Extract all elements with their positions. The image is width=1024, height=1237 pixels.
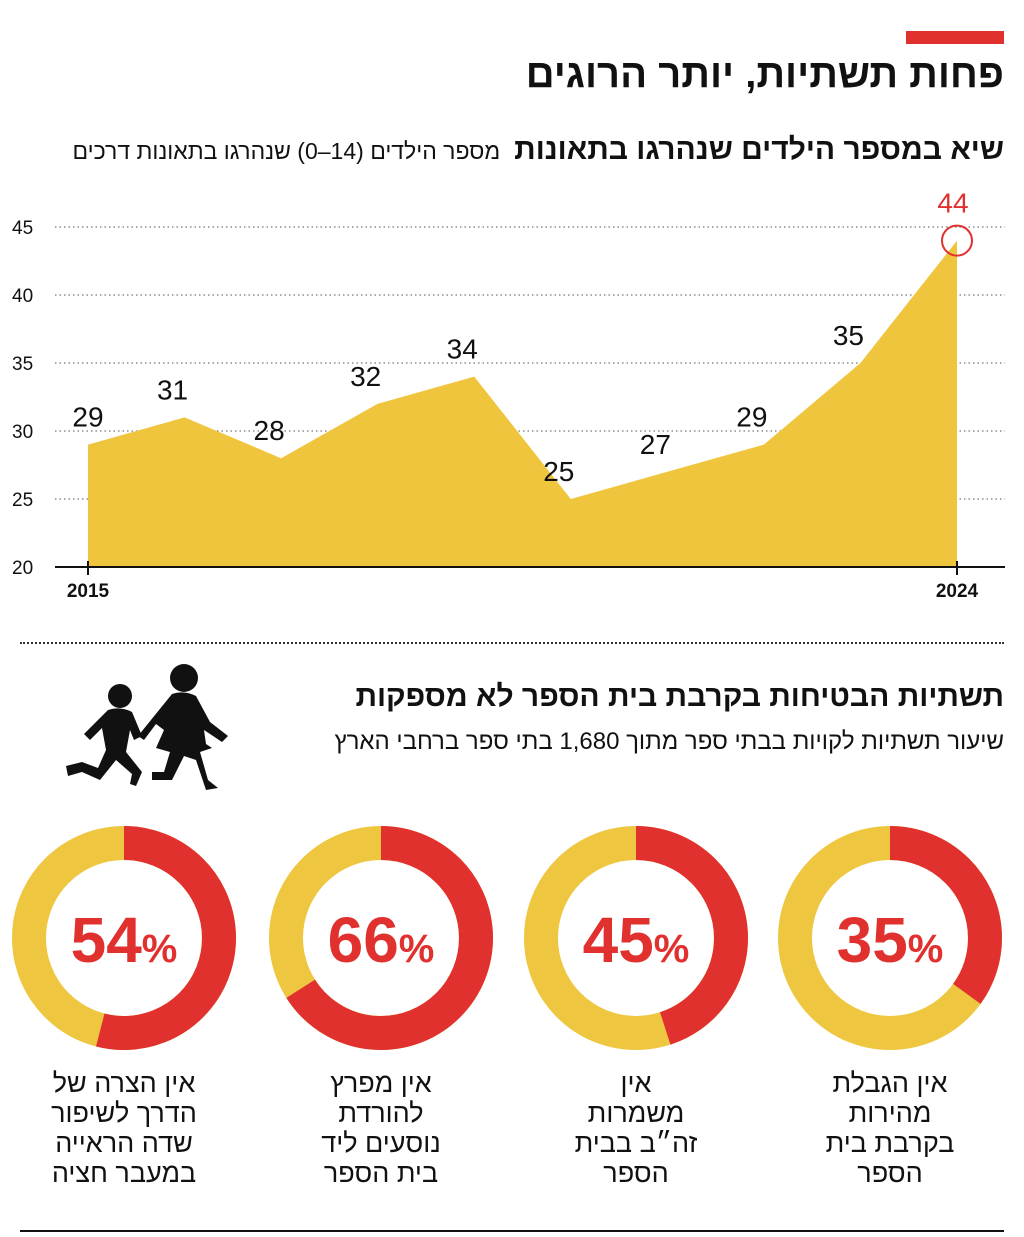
accent-bar	[906, 31, 1004, 44]
donut-percent-label: 35%	[837, 904, 944, 976]
caption-line: זה״ב בבית	[574, 1128, 698, 1158]
donut-charts: 54% 66% 45% 35%	[12, 826, 1002, 1050]
section-subtitle: שיעור תשתיות לקויות בבתי ספר מתוך 1,680 …	[334, 728, 1005, 755]
donut-percent-label: 54%	[71, 904, 178, 976]
data-label: 25	[543, 456, 574, 487]
x-tick-label: 2015	[67, 581, 110, 602]
y-tick-label: 35	[12, 354, 33, 375]
donut-caption: אין הגבלת מהירות בקרבת בית הספר	[790, 1068, 990, 1188]
y-tick-label: 20	[12, 558, 33, 579]
donut-caption: אין משמרות זה״ב בבית הספר	[536, 1068, 736, 1188]
data-label: 32	[350, 361, 381, 392]
percent-unit: %	[908, 927, 944, 971]
y-tick-label: 30	[12, 422, 33, 443]
chart-header: שיא במספר הילדים שנהרגו בתאונות מספר הילד…	[73, 133, 1004, 167]
caption-line: אין	[620, 1068, 652, 1098]
x-tick-label: 2024	[936, 581, 979, 602]
percent-value: 66	[328, 904, 399, 976]
y-tick-label: 45	[12, 218, 33, 239]
data-label: 27	[640, 429, 671, 460]
caption-line: אין הגבלת	[832, 1068, 948, 1098]
caption-line: נוסעים ליד	[321, 1128, 441, 1158]
data-label: 29	[736, 402, 767, 433]
donut-chart: 66%	[269, 826, 493, 1050]
caption-line: מהירות	[848, 1098, 932, 1128]
donut-chart: 35%	[778, 826, 1002, 1050]
percent-unit: %	[399, 927, 435, 971]
donut-caption: אין מפרץ להורדת נוסעים ליד בית הספר	[281, 1068, 481, 1188]
section-divider	[20, 642, 1004, 644]
donut-caption: אין הצרה של הדרך לשיפור שדה הראייה במעבר חצ…	[24, 1068, 224, 1188]
data-label: 29	[72, 402, 103, 433]
data-label: 34	[447, 334, 478, 365]
area-series	[88, 240, 957, 567]
data-label: 28	[254, 415, 285, 446]
caption-line: במעבר חציה	[51, 1158, 197, 1188]
percent-value: 35	[837, 904, 908, 976]
section-title: תשתיות הבטיחות בקרבת בית הספר לא מספקות	[355, 680, 1004, 713]
donut-value-arc	[778, 826, 1002, 1050]
data-label: 31	[157, 374, 188, 405]
donut-value-arc	[524, 826, 748, 1050]
page-title: פחות תשתיות, יותר הרוגים	[525, 52, 1004, 96]
percent-unit: %	[142, 927, 178, 971]
caption-line: הספר	[857, 1158, 923, 1188]
caption-line: משמרות	[587, 1098, 685, 1128]
caption-line: להורדת	[338, 1098, 424, 1128]
y-tick-label: 25	[12, 490, 33, 511]
caption-line: אין הצרה של	[52, 1068, 196, 1098]
donut-chart: 54%	[12, 826, 236, 1050]
percent-unit: %	[654, 927, 690, 971]
caption-line: הדרך לשיפור	[51, 1098, 197, 1128]
y-tick-label: 40	[12, 286, 33, 307]
caption-line: שדה הראייה	[55, 1128, 193, 1158]
caption-line: הספר	[603, 1158, 669, 1188]
chart-title: שיא במספר הילדים שנהרגו בתאונות	[514, 133, 1004, 166]
bottom-rule	[20, 1230, 1004, 1232]
data-label: 44	[937, 188, 968, 219]
caption-line: בקרבת בית	[825, 1128, 955, 1158]
chart-subtitle: מספר הילדים (14–0) שנהרגו בתאונות דרכים	[72, 138, 501, 164]
data-label: 35	[833, 320, 864, 351]
donut-percent-label: 66%	[328, 904, 435, 976]
percent-value: 45	[583, 904, 654, 976]
caption-line: אין מפרץ	[330, 1068, 432, 1098]
donut-chart: 45%	[524, 826, 748, 1050]
donut-value-arc	[269, 826, 493, 1050]
caption-line: בית הספר	[323, 1158, 439, 1188]
children-running-icon	[66, 664, 228, 790]
percent-value: 54	[71, 904, 143, 976]
donut-percent-label: 45%	[583, 904, 690, 976]
data-point	[941, 224, 973, 257]
area-chart: 20 25 30 35 40 45 2015 2024 29 31 28 32 34 25 27 29 35 44	[12, 188, 1005, 602]
donut-value-arc	[12, 826, 236, 1050]
